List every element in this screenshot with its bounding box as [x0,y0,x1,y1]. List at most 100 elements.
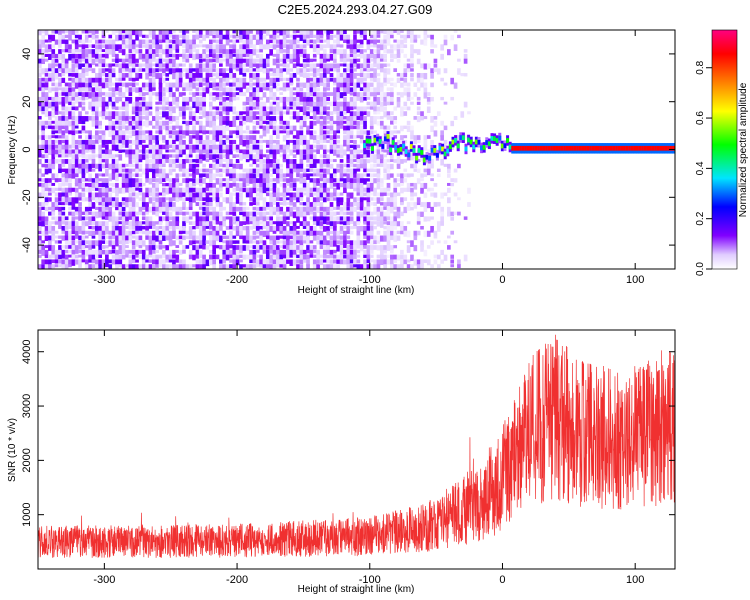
spectrogram-cell [74,144,79,151]
spectrogram-cell [353,139,357,144]
spectrogram-cell [101,116,106,120]
spectrogram-cell [339,192,344,196]
spectrogram-cell [379,116,384,120]
spectrogram-cell [222,135,227,139]
spectrogram-cell [255,254,260,258]
spectrogram-cell [141,63,146,67]
spectrogram-cell [44,39,49,43]
spectrogram-cell [61,159,66,164]
spectrogram-cell [262,173,267,180]
spectrogram-cell [185,101,190,106]
spectrogram-cell [141,144,146,151]
spectrogram-cell [88,39,92,43]
spectrogram-cell [279,130,284,134]
spectrogram-cell [369,77,374,82]
spectrogram-cell [376,63,381,70]
spectrogram-cell [38,206,42,214]
spectrogram-cell [322,187,327,194]
spectrogram-cell [333,230,337,237]
spectrogram-cell [286,168,290,174]
spectrogram-cell [369,240,374,246]
spectrogram-cell [279,144,284,152]
spectrogram-cell [390,264,394,269]
spectrogram-cell [128,225,133,230]
spectrogram-cell [336,235,341,240]
spectrogram-cell [363,154,367,159]
spectrogram-cell [195,130,200,138]
spectrogram-cell [121,120,126,126]
spectrogram-cell [302,221,307,228]
spectrogram-cell [185,159,190,164]
spectrogram-cell [195,225,200,229]
spectrogram-cell [460,73,465,77]
spectrogram-cell [121,63,126,70]
spectrogram-cell [262,34,267,40]
spectrogram-cell [91,187,96,191]
spectrogram-cell [326,211,330,216]
spectrogram-cell [279,77,284,82]
spectrogram-cell [108,192,113,199]
spectrogram-cell [373,225,377,230]
spectrogram-cell [286,206,290,213]
spectrogram-cell [312,230,317,236]
spectrogram-cell [58,254,62,260]
spectrogram-cell [88,245,92,251]
spectrogram-cell [249,106,253,111]
spectrogram-cell [138,149,143,153]
spectrogram-cell [265,149,270,153]
spectrogram-cell [108,240,113,247]
spectrogram-cell [366,106,371,110]
spectrogram-cell [138,96,143,101]
spectrogram-cell [225,125,230,131]
spectrogram-cell [239,197,243,203]
spectrogram-cell [339,206,344,212]
spectrogram-cell [316,106,320,113]
spectrogram-cell [329,73,334,78]
spectrogram-cell [118,58,123,63]
spectrogram-cell [94,39,99,44]
spectrogram-cell [128,92,133,97]
spectrogram-cell [410,101,414,105]
spectrogram-cell [74,154,79,160]
spectrogram-cell [88,139,92,146]
spectrogram-cell [276,235,280,240]
spectrogram-cell [125,221,129,226]
spectrogram-cell [165,259,170,263]
spectrogram-cell [162,173,166,180]
spectrogram-cell [115,44,119,51]
spectrogram-cell [322,163,327,168]
spectrogram-cell [131,101,136,107]
spectrogram-cell [289,163,294,171]
spectrogram-cell [336,82,341,88]
spectrogram-cell [222,154,227,159]
spectrogram-cell [219,44,223,51]
spectrogram-cell [393,120,398,124]
spectrogram-cell [396,73,401,77]
spectrogram-cell [242,130,247,134]
spectrogram-cell [68,53,72,61]
spectrogram-cell [71,92,76,98]
spectrogram-cell [158,34,163,41]
spectrogram-cell [346,106,351,114]
spectrogram-cell [188,187,193,194]
spectrogram-cell [148,130,153,137]
spectrogram-cell [71,159,76,164]
spectrogram-cell [178,211,183,216]
spectrogram-cell [252,173,257,180]
spectrogram-cell [131,82,136,88]
spectrogram-cell [81,106,86,111]
spectrogram-cell [369,73,374,79]
spectrogram-cell [393,202,398,209]
spectrogram-cell [182,58,186,63]
spectrogram-cell [292,206,297,210]
spectrogram-cell [198,125,203,133]
spectrogram-cell [356,240,361,247]
spectrogram-cell [192,235,196,241]
spectrogram-cell [336,92,341,99]
spectrogram-cell [155,139,159,147]
spectrogram-cell [168,101,173,107]
spectrogram-cell [165,39,170,44]
spectrogram-cell [269,139,273,145]
spectrogram-cell [242,264,247,268]
spectrogram-cell [353,135,357,139]
